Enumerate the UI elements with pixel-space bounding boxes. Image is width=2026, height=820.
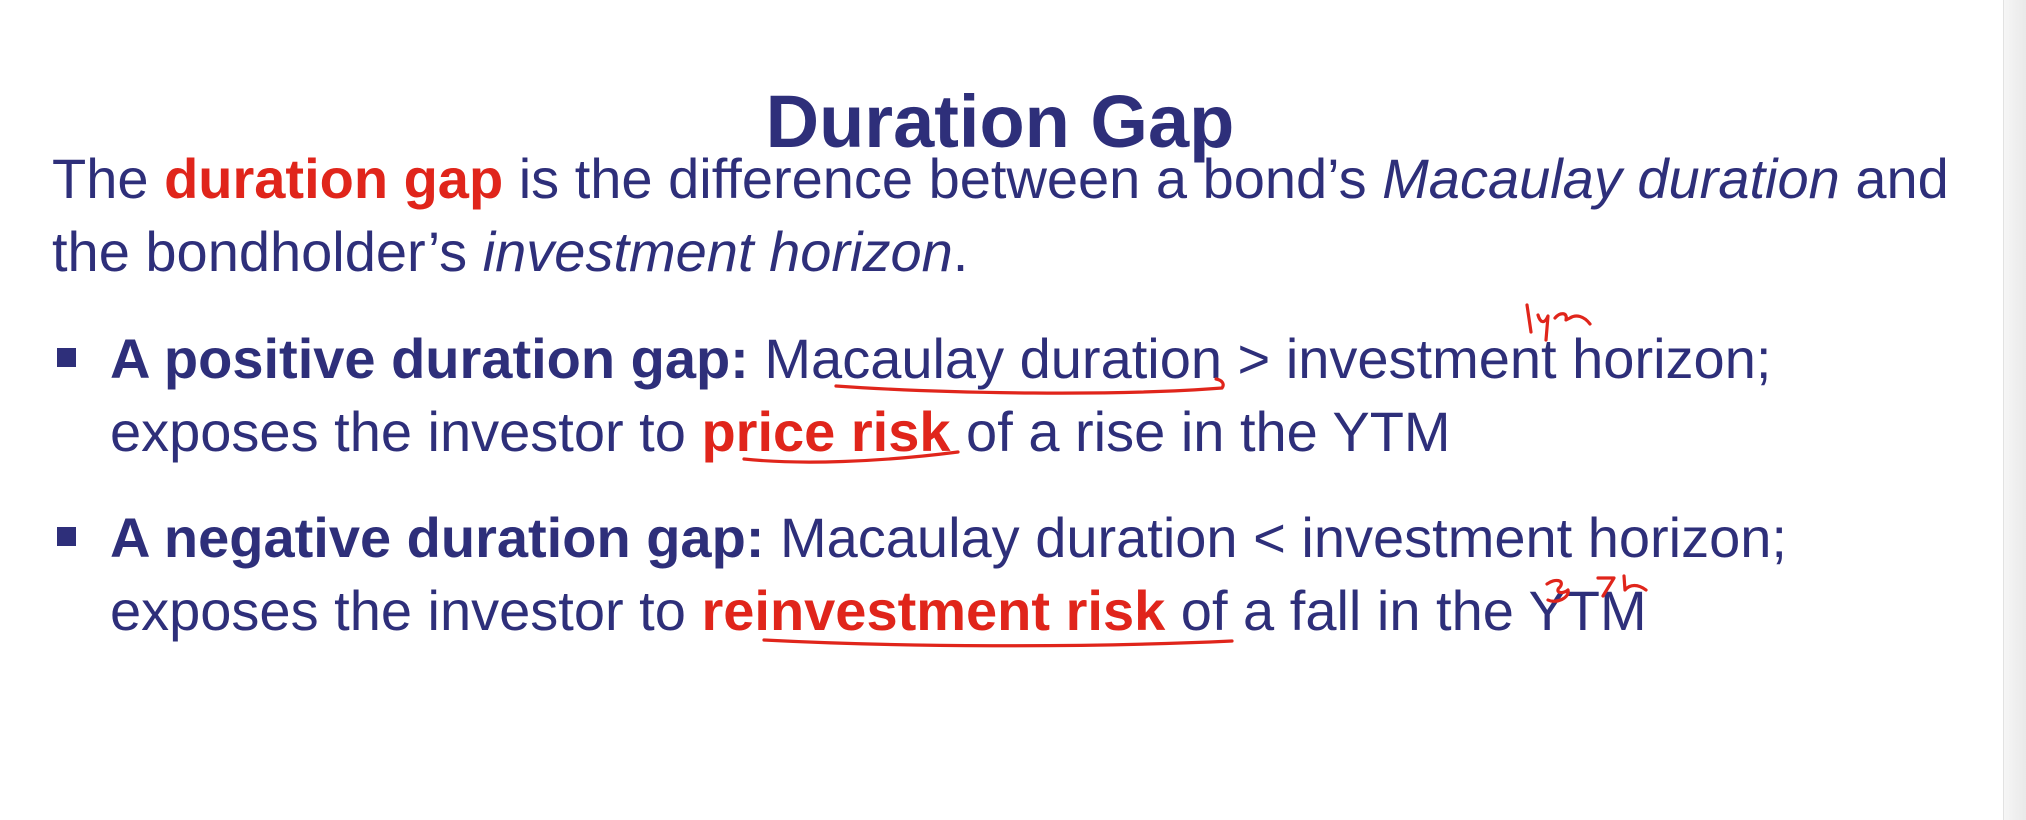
bullet-positive-gap: A positive duration gap: Macaulay durati… [0,322,1990,468]
bullet-text-end: of a rise in the YTM [950,400,1451,463]
intro-text-2: is the difference between a bond’s [503,147,1383,210]
bullet-negative-gap: A negative duration gap: Macaulay durati… [0,501,1990,647]
intro-text-4: . [952,220,969,283]
bullet-list: A positive duration gap: Macaulay durati… [0,322,1990,680]
intro-paragraph: The duration gap is the difference betwe… [52,142,1982,288]
macaulay-duration-term: Macaulay duration [1382,147,1840,210]
slide-title: Duration Gap [765,79,1235,163]
intro-text-1: The [52,147,165,210]
duration-gap-term: duration gap [164,147,504,210]
bullet-lead: A negative duration gap: [110,506,765,569]
reinvestment-risk-term: reinvestment risk [701,579,1166,642]
bullet-text-end: of a fall in the YTM [1165,579,1647,642]
price-risk-term: price risk [701,400,951,463]
square-bullet-icon [57,348,76,367]
bullet-lead: A positive duration gap: [110,327,749,390]
intro-text-3: and the bondholder’s [52,147,1949,283]
square-bullet-icon [57,527,76,546]
investment-horizon-term: investment horizon [482,220,953,283]
bullet-text: Macaulay duration < investment horizon; … [110,506,1787,642]
scrollbar-edge [2003,0,2026,820]
